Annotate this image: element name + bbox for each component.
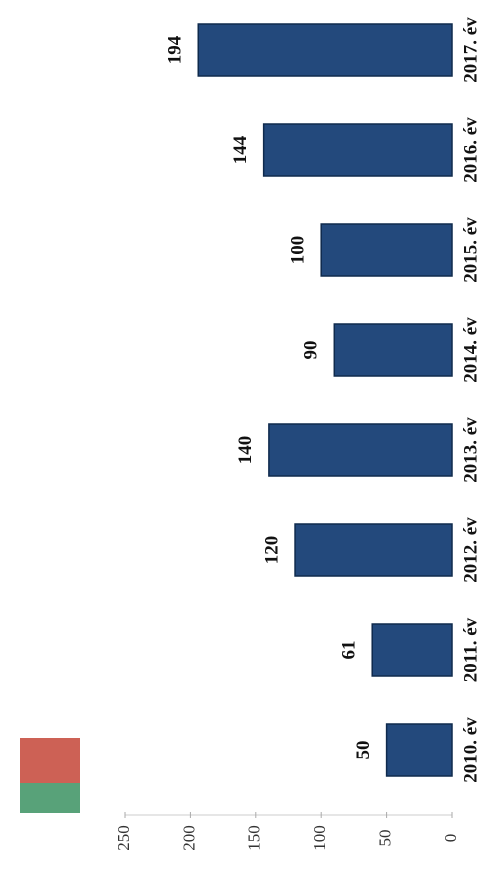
y-tick-label: 0 — [441, 834, 460, 843]
bar — [385, 723, 453, 777]
category-label: 2013. év — [460, 417, 481, 483]
bar — [333, 323, 453, 377]
category-label: 2015. év — [460, 217, 481, 283]
bar — [294, 523, 453, 577]
value-label: 144 — [230, 135, 251, 164]
bar — [262, 123, 453, 177]
value-label: 194 — [165, 35, 186, 64]
logo — [20, 738, 80, 813]
y-tick-label: 50 — [376, 830, 395, 847]
bar — [268, 423, 453, 477]
y-tick-label: 200 — [179, 825, 198, 851]
y-tick-label: 100 — [310, 825, 329, 851]
value-label: 100 — [288, 236, 309, 265]
category-label: 2016. év — [460, 117, 481, 183]
y-tick-label: 150 — [245, 825, 264, 851]
bar — [197, 23, 453, 77]
bar — [320, 223, 453, 277]
value-label: 61 — [339, 641, 360, 660]
category-label: 2011. év — [460, 617, 481, 682]
category-label: 2012. év — [460, 517, 481, 583]
y-tick-label: 250 — [114, 825, 133, 851]
value-label: 50 — [353, 741, 374, 760]
value-label: 90 — [301, 341, 322, 360]
value-label: 140 — [235, 436, 256, 465]
category-label: 2010. év — [460, 717, 481, 783]
category-label: 2014. év — [460, 317, 481, 383]
value-label: 120 — [261, 536, 282, 565]
bar — [371, 623, 453, 677]
category-label: 2017. év — [460, 17, 481, 83]
